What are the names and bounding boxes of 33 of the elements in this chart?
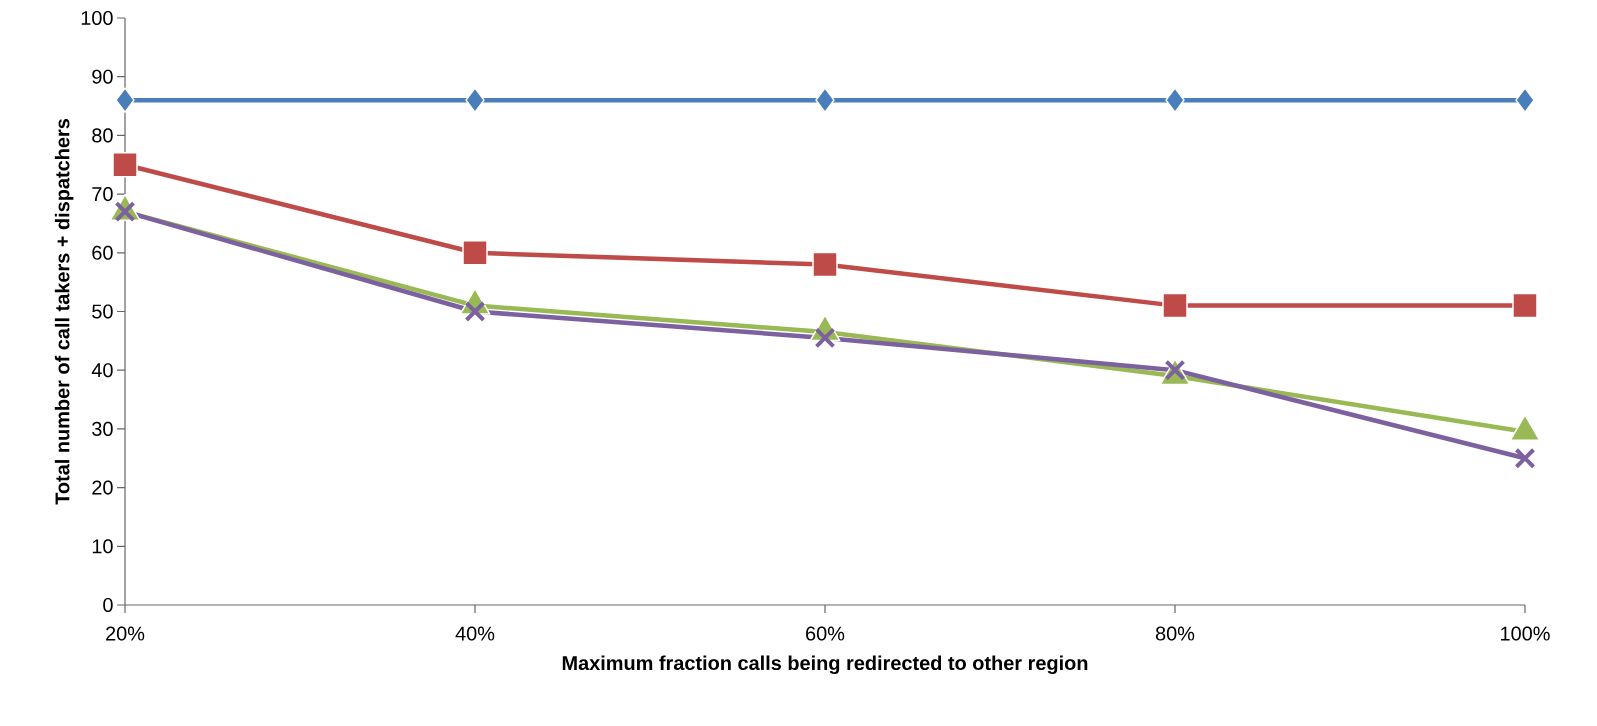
point <box>1162 292 1188 319</box>
y-tick-label: 100 <box>81 10 113 26</box>
point <box>1512 292 1538 319</box>
y-tick-label: 80 <box>92 128 113 143</box>
point <box>1514 447 1536 469</box>
y-tick-label: 90 <box>92 69 113 84</box>
y-tick-label: 20 <box>92 480 113 495</box>
point <box>812 251 838 278</box>
x-tick-label: 80% <box>1155 626 1195 641</box>
point <box>815 87 835 113</box>
point <box>1515 87 1535 113</box>
x-tick-label: 60% <box>806 626 845 641</box>
y-tick-label: 30 <box>92 421 113 436</box>
point <box>465 87 485 113</box>
y-tick-label: 70 <box>92 187 113 202</box>
y-tick-label: 50 <box>92 304 113 319</box>
point <box>1165 87 1185 113</box>
point <box>115 87 135 113</box>
point <box>814 327 836 349</box>
y-tick-label: 0 <box>103 597 113 613</box>
x-tick-label: 20% <box>106 626 145 641</box>
x-tick-label: 100% <box>1501 626 1550 641</box>
x-tick-label: 40% <box>455 626 495 641</box>
point <box>114 201 136 223</box>
y-tick-label: 60 <box>92 245 113 260</box>
point <box>464 301 486 322</box>
point <box>112 151 138 178</box>
y-tick-label: 40 <box>91 363 113 378</box>
x-axis-title: Maximum fraction calls being redirected to other region <box>562 655 1088 675</box>
y-axis-title: Total number of call takers + dispatchers <box>54 119 74 505</box>
point <box>462 240 488 266</box>
point <box>1164 359 1186 381</box>
y-tick-label: 10 <box>92 539 113 554</box>
